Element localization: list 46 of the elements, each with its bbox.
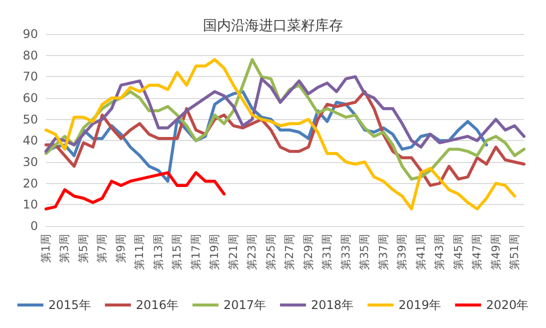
x-tick-label: 第1周: [40, 234, 52, 263]
y-tick-label: 10: [22, 198, 38, 212]
x-tick-label: 第3周: [58, 234, 72, 263]
line-series: [44, 75, 526, 153]
x-tick-label: 第27周: [283, 234, 296, 270]
y-tick-label: 0: [30, 219, 38, 233]
x-tick-label: 第49周: [489, 234, 502, 270]
x-tick-label: 第13周: [152, 234, 165, 270]
chart-title: 国内沿海进口菜籽库存: [203, 18, 343, 34]
y-tick-label: 20: [22, 176, 38, 190]
legend-label: 2018年: [311, 298, 354, 312]
line-series: [44, 171, 226, 210]
legend-label: 2020年: [486, 298, 529, 312]
x-tick-label: 第11周: [133, 234, 146, 270]
x-tick-label: 第23周: [246, 234, 259, 270]
x-tick-label: 第51周: [508, 234, 522, 270]
x-tick-label: 第31周: [320, 234, 334, 270]
x-tick-label: 第7周: [96, 234, 109, 263]
x-tick-label: 第33周: [339, 234, 352, 270]
y-tick-label: 40: [22, 134, 38, 148]
x-tick-label: 第25周: [264, 234, 278, 270]
y-tick-label: 90: [22, 27, 38, 41]
x-tick-label: 第17周: [189, 234, 202, 270]
y-tick-label: 60: [22, 91, 38, 105]
legend-label: 2017年: [223, 298, 266, 312]
y-tick-label: 80: [22, 48, 38, 62]
legend-label: 2015年: [48, 298, 91, 312]
x-tick-label: 第45周: [452, 234, 465, 270]
line-series: [44, 58, 516, 210]
x-tick-label: 第21周: [226, 234, 240, 270]
legend-label: 2019年: [398, 298, 442, 312]
x-tick-label: 第29周: [302, 234, 315, 270]
x-tick-label: 第47周: [470, 234, 484, 270]
y-tick-label: 70: [22, 70, 38, 84]
x-tick-label: 第15周: [170, 234, 184, 270]
x-tick-label: 第19周: [208, 234, 222, 270]
x-tick-label: 第35周: [358, 234, 372, 270]
x-tick-label: 第43周: [433, 234, 446, 270]
legend-label: 2016年: [136, 298, 178, 312]
y-tick-label: 50: [22, 112, 38, 126]
x-tick-label: 第39周: [396, 234, 409, 270]
x-tick-label: 第41周: [414, 234, 428, 270]
y-tick-label: 30: [22, 155, 38, 169]
x-tick-label: 第9周: [114, 234, 128, 263]
x-tick-label: 第37周: [376, 234, 390, 270]
x-tick-label: 第5周: [76, 234, 90, 263]
